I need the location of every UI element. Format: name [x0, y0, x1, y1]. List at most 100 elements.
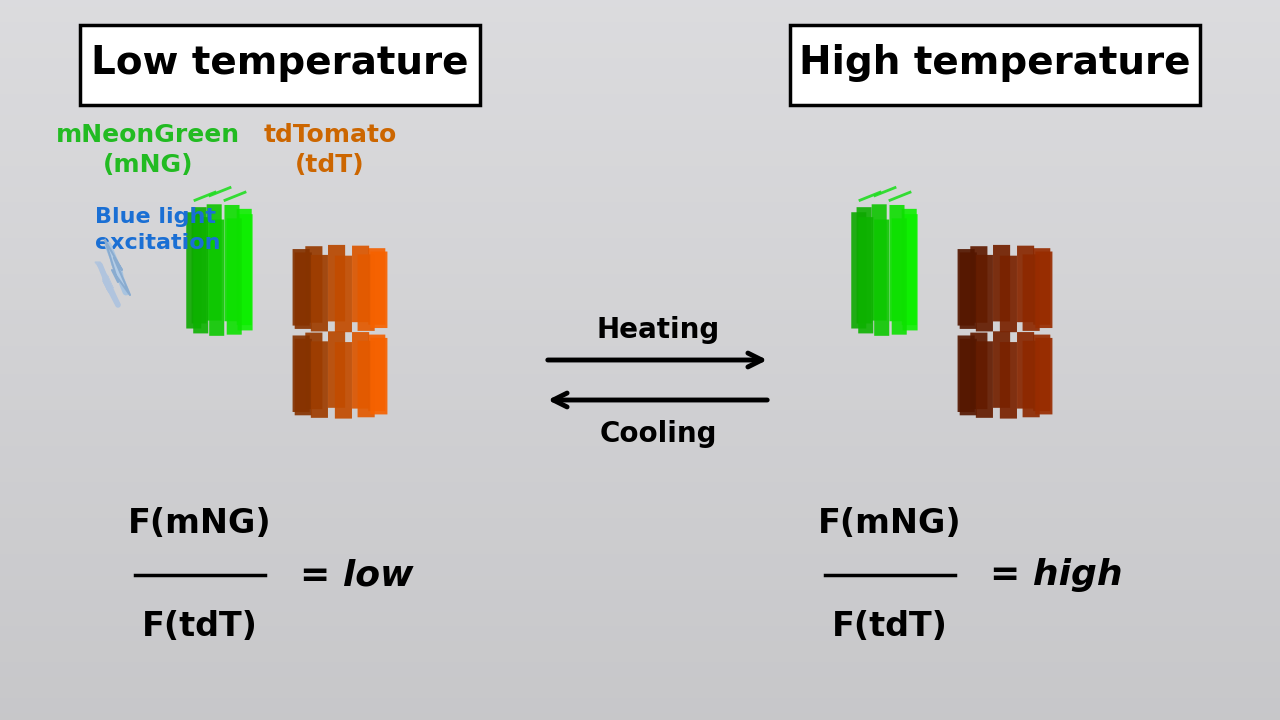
Bar — [0, 216, 1280, 223]
Polygon shape — [95, 262, 120, 305]
FancyBboxPatch shape — [328, 245, 346, 321]
FancyBboxPatch shape — [1023, 254, 1039, 331]
Bar — [0, 446, 1280, 454]
FancyBboxPatch shape — [352, 332, 369, 408]
Bar — [0, 324, 1280, 331]
FancyBboxPatch shape — [335, 256, 352, 332]
FancyBboxPatch shape — [957, 249, 974, 325]
Bar — [0, 583, 1280, 590]
Bar — [0, 274, 1280, 281]
Bar — [0, 655, 1280, 662]
FancyBboxPatch shape — [1018, 332, 1034, 408]
FancyBboxPatch shape — [293, 336, 310, 412]
Bar — [0, 562, 1280, 569]
FancyBboxPatch shape — [993, 331, 1010, 408]
FancyBboxPatch shape — [357, 341, 375, 418]
FancyBboxPatch shape — [370, 251, 388, 328]
Bar — [0, 547, 1280, 554]
FancyBboxPatch shape — [357, 254, 375, 331]
FancyBboxPatch shape — [960, 253, 977, 329]
Bar — [0, 648, 1280, 655]
Bar — [0, 245, 1280, 252]
Bar — [0, 490, 1280, 497]
Bar — [0, 662, 1280, 670]
FancyBboxPatch shape — [892, 218, 906, 335]
FancyBboxPatch shape — [1036, 251, 1052, 328]
Bar — [0, 238, 1280, 245]
FancyBboxPatch shape — [1018, 246, 1034, 322]
Bar — [0, 410, 1280, 418]
Bar — [0, 432, 1280, 439]
Bar — [0, 403, 1280, 410]
Bar — [0, 626, 1280, 634]
Bar — [0, 36, 1280, 43]
FancyBboxPatch shape — [1033, 335, 1051, 411]
Bar — [0, 72, 1280, 79]
FancyBboxPatch shape — [975, 255, 993, 331]
Bar — [0, 698, 1280, 706]
Bar — [0, 482, 1280, 490]
Bar — [0, 691, 1280, 698]
Bar — [0, 180, 1280, 187]
Text: Blue light
excitation: Blue light excitation — [95, 207, 220, 253]
FancyBboxPatch shape — [352, 246, 369, 322]
Bar — [0, 605, 1280, 612]
FancyBboxPatch shape — [1036, 338, 1052, 415]
Bar — [0, 209, 1280, 216]
FancyBboxPatch shape — [237, 209, 252, 325]
FancyBboxPatch shape — [306, 333, 323, 409]
FancyBboxPatch shape — [1023, 341, 1039, 418]
Text: = low: = low — [300, 558, 413, 592]
Bar — [0, 144, 1280, 151]
Bar — [0, 115, 1280, 122]
FancyBboxPatch shape — [858, 217, 873, 333]
Bar — [0, 389, 1280, 396]
FancyBboxPatch shape — [306, 246, 323, 323]
Bar — [0, 346, 1280, 353]
Bar — [0, 576, 1280, 583]
Polygon shape — [105, 240, 131, 295]
FancyBboxPatch shape — [293, 249, 310, 325]
Bar — [0, 533, 1280, 540]
Bar — [0, 230, 1280, 238]
Text: High temperature: High temperature — [799, 44, 1190, 82]
FancyBboxPatch shape — [993, 245, 1010, 321]
Text: Heating: Heating — [596, 316, 719, 344]
Bar — [0, 108, 1280, 115]
Bar — [0, 497, 1280, 504]
Bar — [0, 367, 1280, 374]
Bar — [0, 526, 1280, 533]
FancyBboxPatch shape — [370, 338, 388, 415]
Bar — [0, 554, 1280, 562]
Bar — [0, 187, 1280, 194]
Bar — [0, 94, 1280, 101]
Bar — [0, 158, 1280, 166]
FancyBboxPatch shape — [901, 209, 916, 325]
Bar — [0, 468, 1280, 475]
Bar — [0, 0, 1280, 7]
FancyBboxPatch shape — [975, 341, 993, 418]
Bar — [0, 7, 1280, 14]
Text: = high: = high — [989, 558, 1123, 592]
FancyBboxPatch shape — [192, 207, 206, 323]
Bar — [0, 475, 1280, 482]
Bar — [0, 317, 1280, 324]
Bar — [0, 590, 1280, 598]
Bar — [0, 540, 1280, 547]
FancyBboxPatch shape — [311, 341, 328, 418]
Bar — [0, 130, 1280, 137]
FancyBboxPatch shape — [238, 214, 252, 330]
FancyBboxPatch shape — [328, 331, 346, 408]
Bar — [0, 670, 1280, 677]
Bar — [0, 86, 1280, 94]
Bar — [0, 396, 1280, 403]
Bar — [0, 194, 1280, 202]
Bar — [0, 461, 1280, 468]
Bar — [0, 634, 1280, 641]
FancyBboxPatch shape — [1033, 248, 1051, 325]
FancyBboxPatch shape — [311, 255, 328, 331]
Bar — [0, 425, 1280, 432]
FancyBboxPatch shape — [970, 246, 987, 323]
FancyBboxPatch shape — [790, 25, 1201, 105]
FancyBboxPatch shape — [851, 212, 867, 328]
